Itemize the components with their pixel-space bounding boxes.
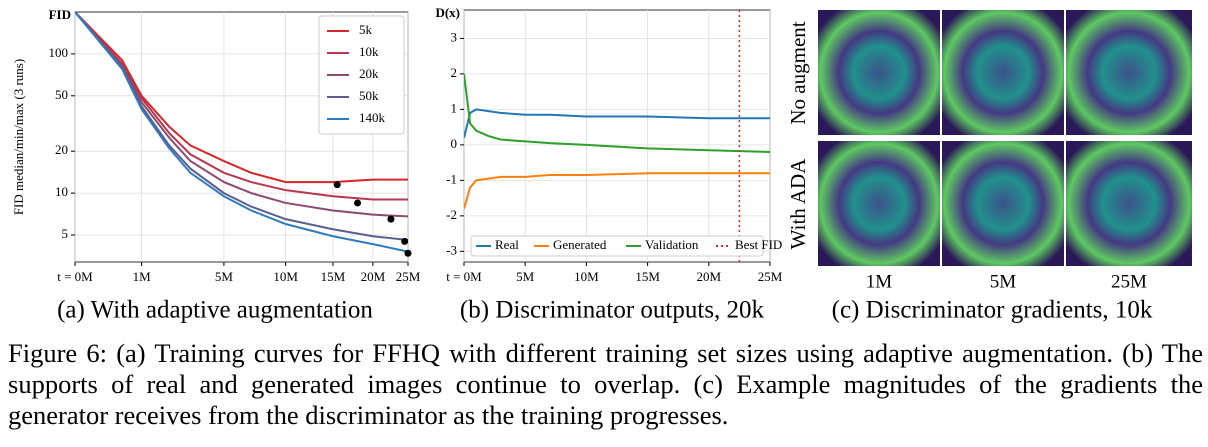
best-point: [401, 237, 409, 245]
image: [818, 141, 940, 266]
best-point: [387, 215, 395, 223]
x-tick-label: 25M: [396, 269, 421, 284]
legend-label: Validation: [645, 237, 699, 252]
series-line: [464, 73, 770, 153]
legend-label: 20k: [359, 66, 379, 81]
legend-label: 10k: [359, 44, 379, 59]
y-tick-label: 20: [55, 142, 68, 157]
legend-label: 50k: [359, 88, 379, 103]
caption: Figure 6: (a) Training curves for FFHQ w…: [8, 338, 1203, 430]
y-tick-label: 1: [451, 100, 458, 115]
y-axis-label: FID median/min/max (3 runs): [11, 59, 26, 215]
y-tick-label: -2: [446, 207, 457, 222]
image: [818, 10, 940, 135]
series-line: [464, 172, 770, 210]
x-tick-label: 5M: [215, 269, 234, 284]
axis-title: D(x): [435, 5, 460, 20]
x-tick-label: 10M: [273, 269, 298, 284]
x-tick-label: 20M: [697, 269, 722, 284]
x-tick-label: 20M: [361, 269, 386, 284]
subcaption: (a) With adaptive augmentation: [57, 297, 373, 324]
y-tick-label: 5: [62, 226, 69, 241]
best-point: [354, 199, 362, 207]
axis-title: FID: [49, 7, 71, 22]
x-tick-label: 1M: [133, 269, 152, 284]
legend-label: Generated: [553, 237, 607, 252]
row-label: No augment: [786, 21, 810, 124]
subcaption: (c) Discriminator gradients, 10k: [832, 297, 1153, 324]
legend-label: 5k: [359, 22, 373, 37]
series-line: [75, 12, 408, 201]
row-label: With ADA: [786, 158, 810, 250]
x-tick-label: t = 0M: [446, 269, 482, 284]
plot-lines: [464, 73, 770, 210]
x-tick-label: 15M: [321, 269, 346, 284]
plot-lines: [75, 12, 408, 253]
series-line: [75, 12, 408, 184]
legend-label: Real: [495, 237, 519, 252]
panel-c-images: [818, 10, 1192, 266]
legend-label: 140k: [359, 110, 386, 125]
y-tick-label: 0: [451, 136, 458, 151]
y-tick-label: 50: [55, 87, 68, 102]
series-line: [75, 12, 408, 242]
y-tick-label: 3: [451, 29, 458, 44]
image: [942, 141, 1064, 266]
y-tick-label: 2: [451, 65, 458, 80]
y-tick-label: 10: [55, 184, 68, 199]
image: [1066, 10, 1192, 135]
x-tick-label: 25M: [758, 269, 783, 284]
column-label: 5M: [990, 271, 1017, 292]
x-tick-label: 10M: [574, 269, 599, 284]
y-tick-label: 100: [49, 45, 69, 60]
subcaption: (b) Discriminator outputs, 20k: [460, 297, 765, 324]
legend-box: [318, 15, 405, 135]
legend-box: [470, 235, 764, 257]
x-tick-label: t = 0M: [57, 269, 93, 284]
best-point: [404, 249, 412, 257]
series-line: [75, 12, 408, 253]
x-tick-label: 5M: [516, 269, 535, 284]
image: [1066, 141, 1192, 266]
best-point: [333, 181, 341, 189]
x-tick-label: 15M: [635, 269, 660, 284]
legend-label: Best FID: [735, 237, 782, 252]
figure: No augment With ADA 1M 5M 25M (a) With a…: [11, 5, 1192, 324]
series-line: [464, 108, 770, 139]
plot-area: [463, 9, 771, 263]
y-tick-label: -3: [446, 242, 457, 257]
y-tick-label: -1: [446, 171, 457, 186]
column-label: 1M: [866, 271, 893, 292]
series-line: [75, 12, 408, 218]
column-label: 25M: [1111, 271, 1147, 292]
image: [942, 10, 1064, 135]
